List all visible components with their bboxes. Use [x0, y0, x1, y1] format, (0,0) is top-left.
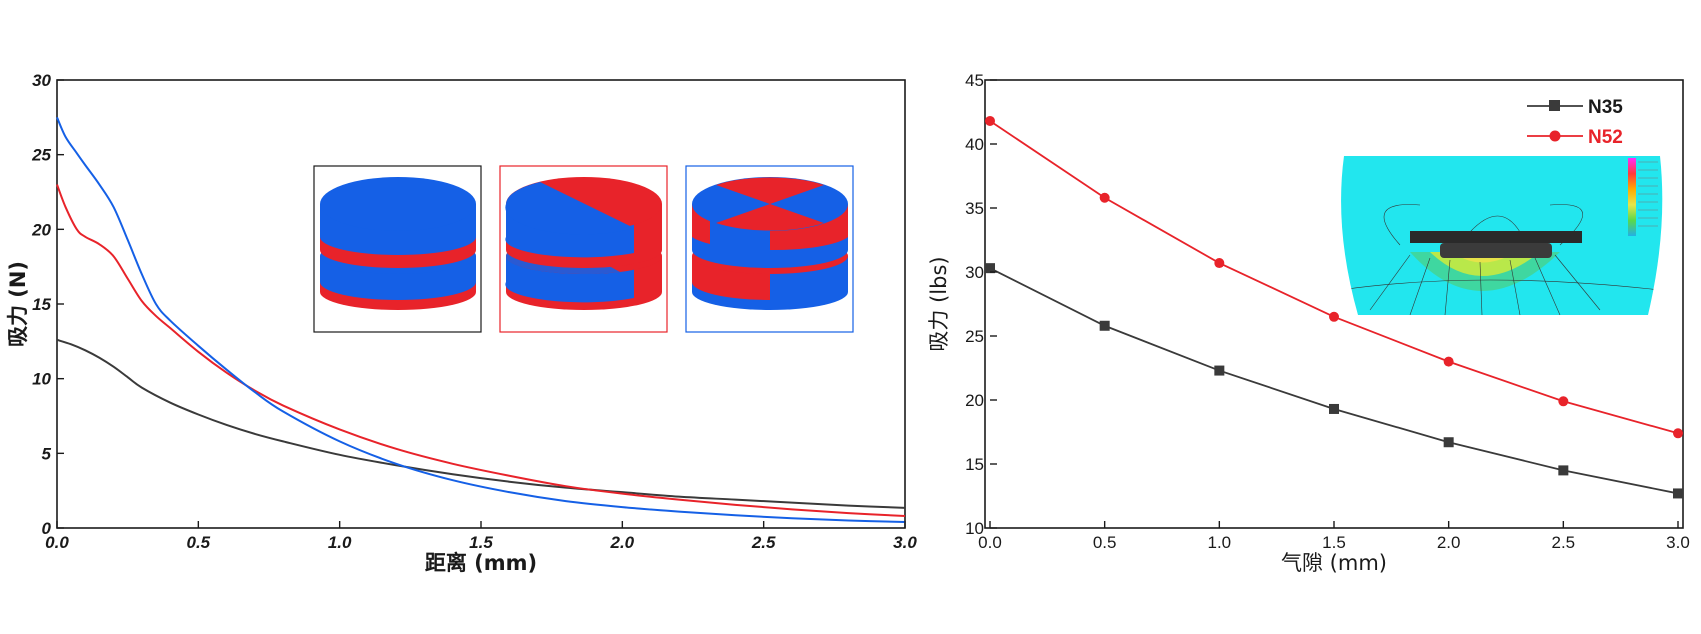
- fea-inset-image: [1341, 156, 1663, 315]
- data-point-n35: [1329, 403, 1339, 414]
- data-point-n52: [1214, 258, 1225, 269]
- y-tick-label: 25: [965, 327, 984, 346]
- data-point-n35: [1673, 488, 1683, 499]
- x-axis-label-left: 距离 (mm): [425, 551, 537, 575]
- legend-marker-n52: [1549, 130, 1561, 142]
- y-tick-label: 15: [32, 295, 51, 314]
- y-tick-label: 5: [42, 444, 52, 463]
- x-tick-label: 3.0: [893, 533, 917, 552]
- series-line-2: [56, 184, 906, 518]
- data-point-n35: [1214, 365, 1225, 376]
- legend-label-n35: N35: [1588, 97, 1623, 118]
- y-tick-label: 25: [31, 146, 51, 165]
- data-point-n35: [1558, 465, 1569, 476]
- x-tick-label: 2.5: [751, 533, 776, 552]
- series-line-1: [56, 338, 906, 509]
- y-tick-label: 30: [965, 263, 984, 282]
- x-axis-label-right: 气隙 (mm): [1281, 551, 1387, 575]
- data-point-n52: [985, 115, 995, 126]
- data-point-n35: [985, 263, 995, 274]
- y-tick-label: 10: [965, 519, 984, 538]
- ticks-left: 0.0 0.5 1.0 1.5 2.0 2.5 3.0 0 5 10 15 20 25 30: [31, 71, 917, 552]
- y-axis-label-right: 吸力 (lbs): [927, 256, 951, 351]
- series-group-right: [985, 115, 1683, 499]
- x-tick-label: 0.5: [187, 533, 211, 552]
- y-tick-label: 30: [32, 71, 51, 90]
- y-tick-label: 20: [31, 220, 51, 239]
- data-point-n52: [1443, 356, 1454, 367]
- data-point-n52: [1329, 311, 1339, 322]
- x-tick-label: 0.0: [45, 533, 69, 552]
- data-point-n52: [1099, 192, 1110, 203]
- x-tick-label: 2.0: [610, 533, 635, 552]
- data-point-n35: [1443, 437, 1454, 448]
- legend-label-n52: N52: [1588, 127, 1623, 148]
- fea-colorbar: [1628, 158, 1658, 236]
- series-line-3: [56, 116, 906, 524]
- y-tick-label: 0: [42, 519, 52, 538]
- y-axis-label-left: 吸力 (N): [6, 261, 30, 347]
- x-tick-label: 2.5: [1552, 533, 1576, 552]
- x-tick-label: 0.5: [1093, 533, 1117, 552]
- x-tick-label: 1.0: [1208, 533, 1232, 552]
- series-group-left: [56, 116, 906, 524]
- chart-right: 0.0 0.5 1.0 1.5 2.0 2.5 3.0 10 15 20 25 30 35 40 45 N3…: [927, 71, 1690, 575]
- y-tick-label: 45: [965, 71, 984, 90]
- data-point-n52: [1558, 396, 1569, 407]
- y-tick-label: 10: [32, 370, 51, 389]
- x-tick-label: 1.0: [328, 533, 352, 552]
- y-tick-label: 35: [965, 199, 984, 218]
- inset-magnet-images: [313, 165, 854, 333]
- ticks-right: 0.0 0.5 1.0 1.5 2.0 2.5 3.0 10 15 20 25 30 35 40 45: [965, 71, 1690, 552]
- x-tick-label: 1.5: [1322, 533, 1346, 552]
- data-point-n52: [1673, 428, 1683, 439]
- x-tick-label: 2.0: [1437, 533, 1461, 552]
- chart-left: 0.0 0.5 1.0 1.5 2.0 2.5 3.0 0 5 10 15 20 25 30: [6, 71, 917, 575]
- x-tick-label: 1.5: [469, 533, 493, 552]
- legend-marker-n35: [1549, 100, 1560, 111]
- magnet-image-3: [685, 165, 854, 333]
- magnet-image-1: [313, 165, 482, 333]
- x-tick-label: 3.0: [1666, 533, 1690, 552]
- x-tick-label: 0.0: [978, 533, 1002, 552]
- data-point-n35: [1099, 320, 1110, 331]
- y-tick-label: 40: [965, 135, 984, 154]
- magnet-image-2: [499, 165, 668, 333]
- y-tick-label: 15: [965, 455, 984, 474]
- y-tick-label: 20: [965, 391, 984, 410]
- legend: N35 N52: [1527, 97, 1623, 148]
